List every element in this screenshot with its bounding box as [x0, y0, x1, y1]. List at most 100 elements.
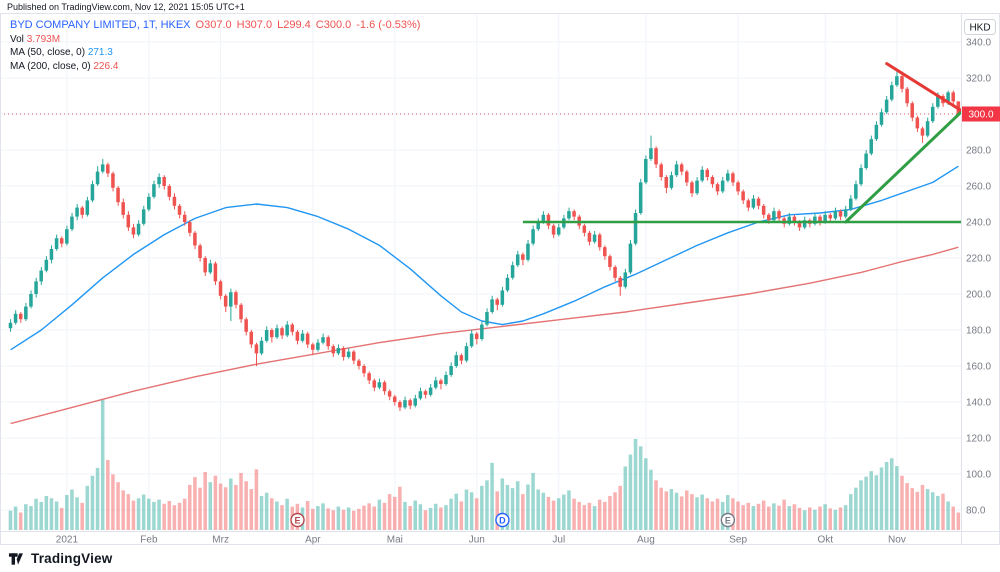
x-axis-label[interactable]: 2021	[56, 535, 79, 546]
ohlc-high: H307.0	[236, 19, 273, 31]
y-axis-label[interactable]: 200.0	[966, 290, 991, 301]
volume-bar	[244, 481, 248, 530]
y-axis-label[interactable]: 240.0	[966, 218, 991, 229]
volume-bar	[275, 501, 279, 530]
candle-body	[121, 202, 125, 215]
x-axis-label[interactable]: Apr	[305, 535, 321, 546]
volume-bar	[95, 467, 100, 530]
candle-body	[141, 209, 146, 224]
earnings-marker[interactable]	[720, 512, 736, 528]
volume-bar	[474, 498, 479, 530]
volume-bar	[869, 471, 873, 530]
x-axis-label[interactable]: Feb	[140, 535, 158, 546]
volume-bar	[526, 484, 530, 530]
dividend-marker[interactable]	[495, 512, 510, 528]
earnings-marker-letter: E	[725, 516, 731, 526]
volume-bar	[136, 498, 141, 530]
candle-body	[726, 173, 730, 181]
falling-trendline[interactable]	[885, 62, 963, 112]
y-axis-label[interactable]: 280.0	[966, 146, 991, 157]
candle-body	[85, 200, 90, 215]
candle-body	[674, 164, 679, 176]
x-axis-label[interactable]: Sep	[729, 535, 747, 546]
volume-bar	[659, 487, 663, 530]
candle-body	[275, 328, 279, 338]
tradingview-wordmark[interactable]: TradingView	[31, 551, 113, 566]
volume-bar	[321, 503, 325, 530]
candle-body	[321, 337, 325, 343]
chart-border	[0, 13, 1000, 545]
volume-bar	[623, 466, 628, 530]
candle-body	[531, 229, 535, 244]
dividend-marker-letter: D	[499, 516, 506, 526]
candle-body	[95, 171, 100, 185]
y-axis-label[interactable]: 100.0	[966, 470, 991, 481]
volume-bar	[556, 498, 561, 530]
candle-body	[874, 124, 879, 140]
volume-bar	[172, 505, 177, 530]
candle-body	[920, 128, 925, 136]
candle-body	[377, 382, 382, 388]
x-axis-label[interactable]: Okt	[817, 535, 833, 546]
volume-bar	[823, 504, 827, 530]
candle-body	[633, 213, 638, 244]
candle-body	[249, 331, 254, 345]
x-axis-label[interactable]: Mrz	[212, 535, 229, 546]
volume-bar	[920, 484, 925, 530]
candle-body	[167, 186, 172, 197]
volume-bar	[690, 494, 694, 530]
y-axis-label[interactable]: 260.0	[966, 182, 991, 193]
y-axis-label[interactable]: 220.0	[966, 254, 991, 265]
candle-body	[90, 184, 95, 201]
volume-bar	[44, 495, 49, 530]
volume-bar	[423, 510, 428, 530]
volume-bar	[490, 462, 494, 530]
candle-body	[29, 294, 33, 307]
candle-body	[157, 177, 161, 185]
volume-bar	[679, 496, 684, 530]
y-axis-label[interactable]: 80.0	[966, 506, 986, 517]
volume-bar	[649, 469, 653, 530]
candle-body	[100, 164, 105, 172]
earnings-marker[interactable]	[290, 512, 305, 528]
volume-bar	[485, 480, 489, 530]
candle-body	[136, 223, 141, 235]
volume-bar	[439, 507, 443, 530]
candle-body	[229, 292, 233, 307]
volume-bar	[100, 399, 105, 530]
x-axis-label[interactable]: Aug	[637, 535, 655, 546]
volume-bar	[167, 501, 172, 530]
ohlc-low: L299.4	[277, 19, 311, 31]
y-axis-label[interactable]: 320.0	[966, 74, 991, 85]
candle-body	[316, 342, 320, 350]
tradingview-logo-icon[interactable]	[8, 550, 26, 568]
y-axis-label[interactable]: 120.0	[966, 434, 991, 445]
x-axis-label[interactable]: Mai	[387, 535, 403, 546]
volume-bar	[454, 493, 458, 530]
x-axis-label[interactable]: Jun	[469, 535, 485, 546]
currency-box[interactable]	[964, 19, 996, 35]
symbol-title[interactable]: BYD COMPANY LIMITED, 1T, HKEX	[10, 19, 191, 31]
volume-bar	[567, 490, 571, 530]
volume-bar	[24, 504, 28, 530]
x-axis-label[interactable]: Nov	[888, 535, 906, 546]
candle-body	[843, 209, 848, 217]
y-axis-label[interactable]: 180.0	[966, 326, 991, 337]
y-axis-label[interactable]: 160.0	[966, 362, 991, 373]
volume-bar	[223, 487, 228, 530]
volume-bar	[13, 506, 18, 530]
y-axis-label[interactable]: 340.0	[966, 38, 991, 49]
candle-body	[326, 337, 330, 347]
candle-body	[469, 333, 474, 347]
volume-bar	[956, 512, 961, 530]
x-axis-label[interactable]: Jul	[552, 535, 565, 546]
rising-trendline[interactable]	[844, 110, 963, 224]
candle-body	[813, 216, 817, 224]
y-axis-label[interactable]: 140.0	[966, 398, 991, 409]
last-price-badge	[962, 106, 1000, 122]
volume-bar	[351, 510, 356, 530]
candle-body	[628, 243, 633, 273]
candle-body	[587, 232, 592, 242]
